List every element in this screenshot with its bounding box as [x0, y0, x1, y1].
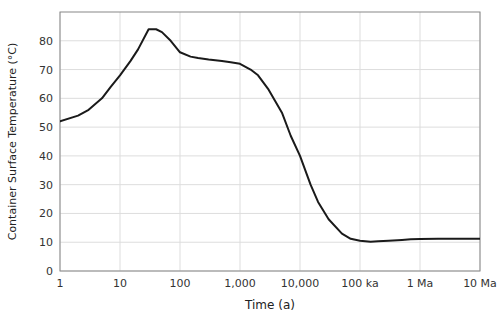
- x-grid-line: [420, 12, 421, 271]
- x-grid-line: [360, 12, 361, 271]
- y-grid-line: [60, 155, 480, 156]
- y-tick-label: 40: [39, 150, 53, 163]
- y-tick-label: 70: [39, 64, 53, 77]
- y-grid-line: [60, 184, 480, 185]
- x-axis-label: Time (a): [244, 298, 295, 312]
- x-tick-label: 10 Ma: [463, 277, 497, 290]
- plot-frame: [60, 12, 480, 271]
- y-tick-label: 30: [39, 179, 53, 192]
- x-grid-line: [300, 12, 301, 271]
- curve: [60, 29, 480, 241]
- x-tick-label: 1: [57, 277, 64, 290]
- x-grid-line: [240, 12, 241, 271]
- x-grid-line: [120, 12, 121, 271]
- y-grid-line: [60, 213, 480, 214]
- x-tick-label: 1,000: [224, 277, 256, 290]
- y-grid-line: [60, 40, 480, 41]
- y-tick-label: 50: [39, 121, 53, 134]
- y-grid-line: [60, 127, 480, 128]
- x-tick-label: 10: [113, 277, 127, 290]
- y-grid-line: [60, 242, 480, 243]
- chart: 1 10 100 1,000 10,000 100 ka 1 Ma 10 Ma 0 10 20 30 4…: [0, 0, 500, 319]
- axes: 1 10 100 1,000 10,000 100 ka 1 Ma 10 Ma 0 10 20 30 4…: [6, 12, 497, 312]
- grid: [60, 12, 480, 271]
- background: [0, 0, 500, 319]
- y-tick-label: 10: [39, 236, 53, 249]
- y-tick-label: 20: [39, 207, 53, 220]
- y-axis-label: Container Surface Temperature (°C): [6, 43, 19, 241]
- y-tick-label: 80: [39, 35, 53, 48]
- y-tick-label: 60: [39, 92, 53, 105]
- y-grid-line: [60, 98, 480, 99]
- x-tick-label: 100: [170, 277, 191, 290]
- data: [60, 29, 480, 241]
- x-tick-label: 100 ka: [341, 277, 378, 290]
- y-tick-label: 0: [46, 265, 53, 278]
- x-tick-label: 10,000: [281, 277, 320, 290]
- x-tick-label: 1 Ma: [407, 277, 434, 290]
